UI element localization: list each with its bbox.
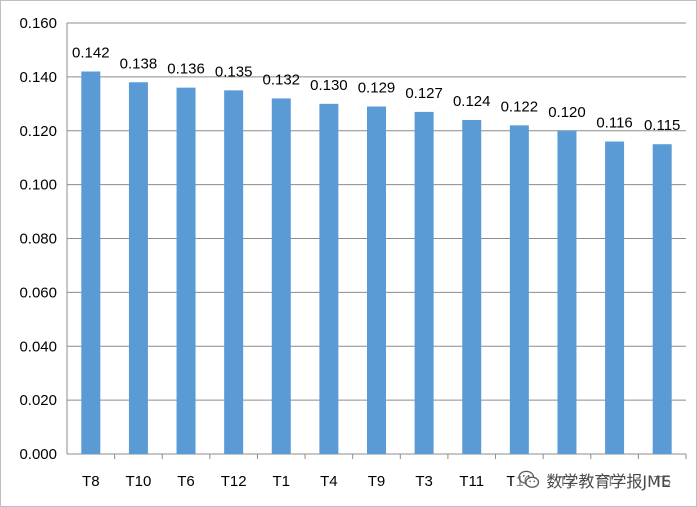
x-tick-label: T8: [82, 473, 100, 490]
x-tick-label: T12: [221, 473, 247, 490]
bar-data-label: 0.116: [596, 115, 632, 132]
wechat-icon: [518, 470, 540, 488]
x-tick-label: T3: [415, 473, 433, 490]
y-tick-label: 0.060: [19, 284, 57, 301]
y-tick-label: 0.040: [19, 338, 57, 355]
y-tick-label: 0.020: [19, 392, 57, 409]
bar-data-label: 0.122: [501, 98, 539, 115]
x-tick-label: T4: [320, 473, 338, 490]
bar-data-label: 0.135: [215, 63, 253, 80]
bar: [271, 98, 291, 455]
bar-data-label: 0.138: [120, 55, 158, 72]
bar: [652, 144, 672, 454]
x-tick-label: T11: [459, 473, 484, 490]
x-tick-label: T1: [273, 473, 291, 490]
y-tick-label: 0.140: [19, 69, 57, 86]
bar: [128, 82, 148, 454]
bar: [509, 125, 529, 455]
watermark: 数学教育学报JME: [514, 467, 675, 493]
bar: [414, 111, 434, 455]
bar-data-label: 0.136: [167, 61, 205, 78]
bar-data-label: 0.129: [358, 80, 396, 97]
bar-data-label: 0.132: [262, 71, 300, 88]
bar-data-label: 0.115: [644, 117, 680, 134]
bar: [319, 103, 339, 454]
bar: [557, 130, 577, 454]
y-tick-label: 0.160: [19, 15, 57, 32]
y-tick-label: 0.000: [19, 446, 57, 463]
bar: [462, 119, 482, 454]
x-tick-label: T6: [177, 473, 195, 490]
y-tick-label: 0.100: [19, 177, 57, 194]
bar-data-label: 0.142: [72, 44, 110, 61]
x-tick-label: T9: [368, 473, 386, 490]
y-tick-label: 0.120: [19, 123, 57, 140]
bar-data-label: 0.124: [453, 93, 491, 110]
bar: [367, 106, 386, 454]
bar-data-label: 0.120: [548, 104, 586, 121]
watermark-text: 数学教育学报JME: [546, 472, 671, 491]
bar: [605, 141, 625, 454]
bar-data-label: 0.127: [405, 85, 443, 102]
bar: [81, 71, 101, 455]
bar-data-label: 0.130: [310, 77, 348, 94]
y-tick-label: 0.080: [19, 231, 57, 248]
bar: [224, 90, 244, 454]
x-tick-label: T10: [125, 473, 151, 490]
bar: [176, 87, 196, 455]
